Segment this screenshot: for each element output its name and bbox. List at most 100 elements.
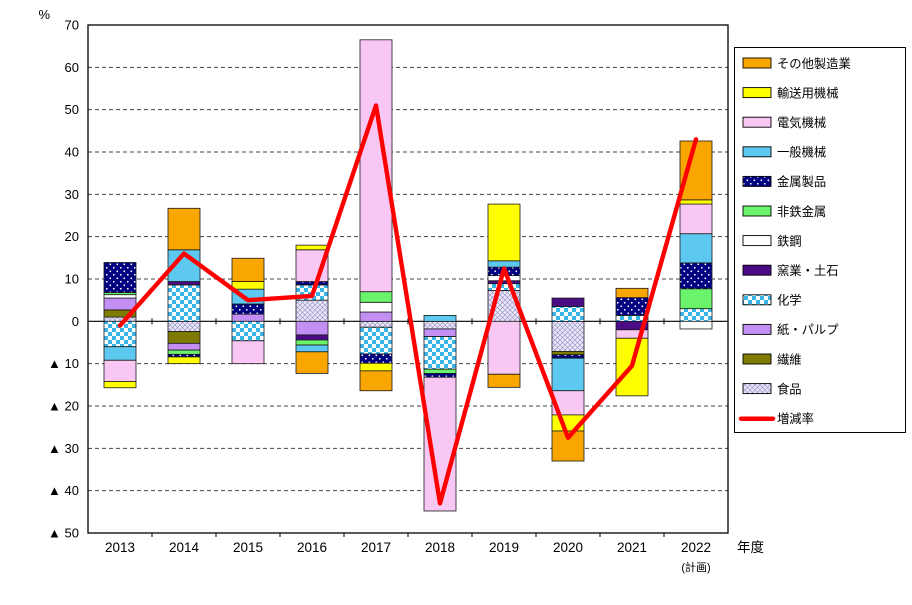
bar-segment-s9-2017	[359, 311, 393, 322]
bar-segment-s1-2016	[295, 244, 329, 251]
legend-swatch	[742, 57, 772, 69]
bar-segment-s1-2022	[679, 199, 713, 205]
bar-segment-s4-2022	[679, 262, 713, 290]
bar-segment-s5-2014	[167, 349, 201, 355]
bar-segment-s2-2019	[487, 320, 521, 375]
bar-segment-s4-2020	[551, 354, 585, 359]
legend-swatch	[742, 323, 772, 335]
plot-border	[87, 24, 729, 534]
bar-segment-s11-2018	[423, 320, 457, 330]
bar-segment-s5-2017	[359, 291, 393, 303]
bar-segment-s4-2016	[295, 281, 329, 286]
bar-segment-s9-2015	[231, 313, 265, 322]
bar-segment-s10-2020	[551, 350, 585, 356]
bar-segment-s0-2022	[679, 140, 713, 201]
x-axis-title: 年度	[737, 540, 764, 555]
legend-label: 紙・パルプ	[777, 322, 839, 337]
x-axis-label-2017: 2017	[361, 540, 391, 555]
legend-swatch	[742, 175, 772, 187]
legend-swatch	[742, 116, 772, 128]
y-axis-unit-label: %	[38, 7, 50, 22]
legend-label: 輸送用機械	[777, 85, 839, 100]
y-axis-label: ▲ 10	[48, 356, 79, 371]
legend-swatch	[742, 205, 772, 217]
legend-swatch	[742, 383, 772, 395]
bar-segment-s7-2016	[295, 334, 329, 341]
bar-segment-s8-2014	[167, 284, 201, 322]
bar-segment-s5-2016	[295, 339, 329, 346]
bar-segment-s3-2020	[551, 357, 585, 392]
bar-segment-s1-2017	[359, 362, 393, 372]
legend-label: 食品	[777, 381, 802, 396]
legend-label: その他製造業	[777, 56, 851, 71]
legend-label: 化学	[777, 293, 802, 308]
legend-label: 一般機械	[777, 145, 826, 160]
bar-segment-s4-2015	[231, 303, 265, 315]
x-axis-note: (計画)	[681, 560, 710, 574]
bar-segment-s4-2021	[615, 297, 649, 316]
bar-segment-s8-2017	[359, 326, 393, 355]
bar-segment-s0-2015	[231, 257, 265, 282]
bar-segment-s10-2014	[167, 331, 201, 344]
x-axis-label-2016: 2016	[297, 540, 327, 555]
bar-segment-s1-2014	[167, 356, 201, 365]
bar-segment-s3-2016	[295, 344, 329, 353]
bar-segment-s11-2013	[103, 316, 137, 322]
bar-segment-s9-2018	[423, 328, 457, 337]
bar-segment-s0-2019	[487, 373, 521, 388]
x-axis-label-2015: 2015	[233, 540, 263, 555]
bar-segment-s9-2016	[295, 320, 329, 336]
y-axis-label: 10	[65, 272, 79, 287]
bar-segment-s8-2020	[551, 306, 585, 322]
bar-segment-s1-2019	[487, 203, 521, 262]
y-axis-label: 20	[65, 229, 79, 244]
legend-swatch	[742, 87, 772, 99]
x-axis-label-2014: 2014	[169, 540, 200, 555]
bar-segment-s8-2018	[423, 336, 457, 370]
y-axis-label: ▲ 50	[48, 526, 79, 541]
legend-label: 金属製品	[777, 174, 826, 189]
bar-segment-s7-2020	[551, 297, 585, 307]
bar-segment-s0-2016	[295, 351, 329, 374]
bar-segment-s11-2014	[167, 320, 201, 332]
bar-segment-s11-2016	[295, 299, 329, 322]
bar-segment-s0-2014	[167, 207, 201, 251]
legend-swatch	[742, 146, 772, 158]
x-axis-label-2018: 2018	[425, 540, 455, 555]
bar-segment-s11-2020	[551, 320, 585, 352]
bar-segment-s7-2019	[487, 280, 521, 285]
bar-segment-s9-2014	[167, 342, 201, 351]
bar-segment-s3-2019	[487, 260, 521, 268]
y-axis-label: ▲ 20	[48, 399, 79, 414]
legend-label: 電気機械	[777, 115, 826, 130]
bar-segment-s8-2015	[231, 320, 265, 342]
legend-label: 非鉄金属	[777, 204, 826, 219]
y-axis-label: ▲ 40	[48, 483, 79, 498]
legend-label: 窯業・土石	[777, 263, 839, 278]
legend-swatch	[742, 235, 772, 247]
bar-segment-s9-2013	[103, 297, 137, 311]
bar-segment-s1-2015	[231, 281, 265, 290]
bar-segment-s2-2013	[103, 359, 137, 382]
y-axis-label: 30	[65, 187, 79, 202]
bar-segment-s3-2022	[679, 233, 713, 264]
bar-segment-s4-2017	[359, 353, 393, 364]
bar-segment-s6-2017	[359, 301, 393, 313]
x-axis-label-2013: 2013	[105, 540, 135, 555]
bar-segment-s6-2013	[103, 294, 137, 299]
bar-segment-s5-2018	[423, 368, 457, 374]
bar-segment-s8-2022	[679, 308, 713, 322]
y-axis-label: ▲ 30	[48, 441, 79, 456]
bar-segment-s5-2022	[679, 288, 713, 310]
legend-label: 増減率	[777, 411, 814, 426]
x-axis-label-2020: 2020	[553, 540, 583, 555]
legend-swatch	[742, 353, 772, 365]
bar-segment-s1-2013	[103, 381, 137, 389]
y-axis-label: 40	[65, 145, 79, 160]
bar-segment-s2-2015	[231, 340, 265, 365]
rate-line	[117, 103, 699, 506]
legend-swatch	[742, 294, 772, 306]
bar-segment-s3-2018	[423, 315, 457, 322]
